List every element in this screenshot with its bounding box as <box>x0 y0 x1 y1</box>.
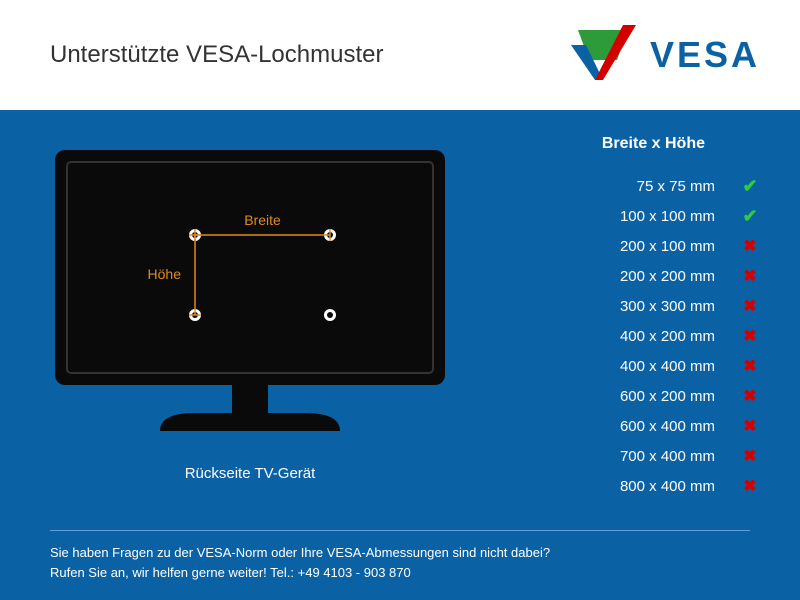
table-row: 100 x 100 mm ✔ <box>500 201 760 231</box>
table-row: 300 x 300 mm ✖ <box>500 291 760 321</box>
table-row: 200 x 200 mm ✖ <box>500 261 760 291</box>
cross-icon: ✖ <box>740 236 760 256</box>
dimension-label: 200 x 100 mm <box>585 238 715 255</box>
dimension-label: 800 x 400 mm <box>585 478 715 495</box>
cross-icon: ✖ <box>740 326 760 346</box>
svg-text:Höhe: Höhe <box>148 266 182 282</box>
cross-icon: ✖ <box>740 446 760 466</box>
cross-icon: ✖ <box>740 476 760 496</box>
tv-caption: Rückseite TV-Gerät <box>0 465 500 482</box>
divider <box>50 530 750 531</box>
table-row: 400 x 200 mm ✖ <box>500 321 760 351</box>
table-row: 600 x 400 mm ✖ <box>500 411 760 441</box>
dimension-label: 200 x 200 mm <box>585 268 715 285</box>
vesa-table: Breite x Höhe 75 x 75 mm ✔ 100 x 100 mm ✔ 20… <box>500 110 800 530</box>
check-icon: ✔ <box>740 176 760 197</box>
dimension-label: 400 x 400 mm <box>585 358 715 375</box>
table-row: 200 x 100 mm ✖ <box>500 231 760 261</box>
table-row: 700 x 400 mm ✖ <box>500 441 760 471</box>
table-row: 400 x 400 mm ✖ <box>500 351 760 381</box>
header: Unterstützte VESA-Lochmuster VESA <box>0 0 800 110</box>
vesa-logo-text: VESA <box>650 34 760 76</box>
dimension-label: 700 x 400 mm <box>585 448 715 465</box>
footer: Sie haben Fragen zu der VESA-Norm oder I… <box>0 530 800 600</box>
page-title: Unterstützte VESA-Lochmuster <box>50 41 383 69</box>
tv-diagram-area: Breite Höhe Rückseite TV-Gerät <box>0 110 500 530</box>
vesa-logo-icon <box>568 25 638 85</box>
dimension-label: 100 x 100 mm <box>585 208 715 225</box>
footer-line-2: Rufen Sie an, wir helfen gerne weiter! T… <box>50 563 750 583</box>
vesa-logo: VESA <box>568 25 760 85</box>
dimension-label: 600 x 400 mm <box>585 418 715 435</box>
cross-icon: ✖ <box>740 416 760 436</box>
tv-diagram: Breite Höhe <box>40 145 460 455</box>
cross-icon: ✖ <box>740 386 760 406</box>
dimension-label: 300 x 300 mm <box>585 298 715 315</box>
svg-text:Breite: Breite <box>244 212 281 228</box>
check-icon: ✔ <box>740 206 760 227</box>
cross-icon: ✖ <box>740 266 760 286</box>
table-row: 600 x 200 mm ✖ <box>500 381 760 411</box>
dimension-label: 400 x 200 mm <box>585 328 715 345</box>
footer-line-1: Sie haben Fragen zu der VESA-Norm oder I… <box>50 543 750 563</box>
table-row: 800 x 400 mm ✖ <box>500 471 760 501</box>
cross-icon: ✖ <box>740 296 760 316</box>
cross-icon: ✖ <box>740 356 760 376</box>
dimension-label: 600 x 200 mm <box>585 388 715 405</box>
table-row: 75 x 75 mm ✔ <box>500 171 760 201</box>
main-panel: Breite Höhe Rückseite TV-Gerät Breite x H… <box>0 110 800 530</box>
dimension-label: 75 x 75 mm <box>585 178 715 195</box>
table-rows: 75 x 75 mm✔100 x 100 mm✔200 x 100 mm✖200… <box>500 171 760 501</box>
table-header: Breite x Höhe <box>500 135 760 153</box>
